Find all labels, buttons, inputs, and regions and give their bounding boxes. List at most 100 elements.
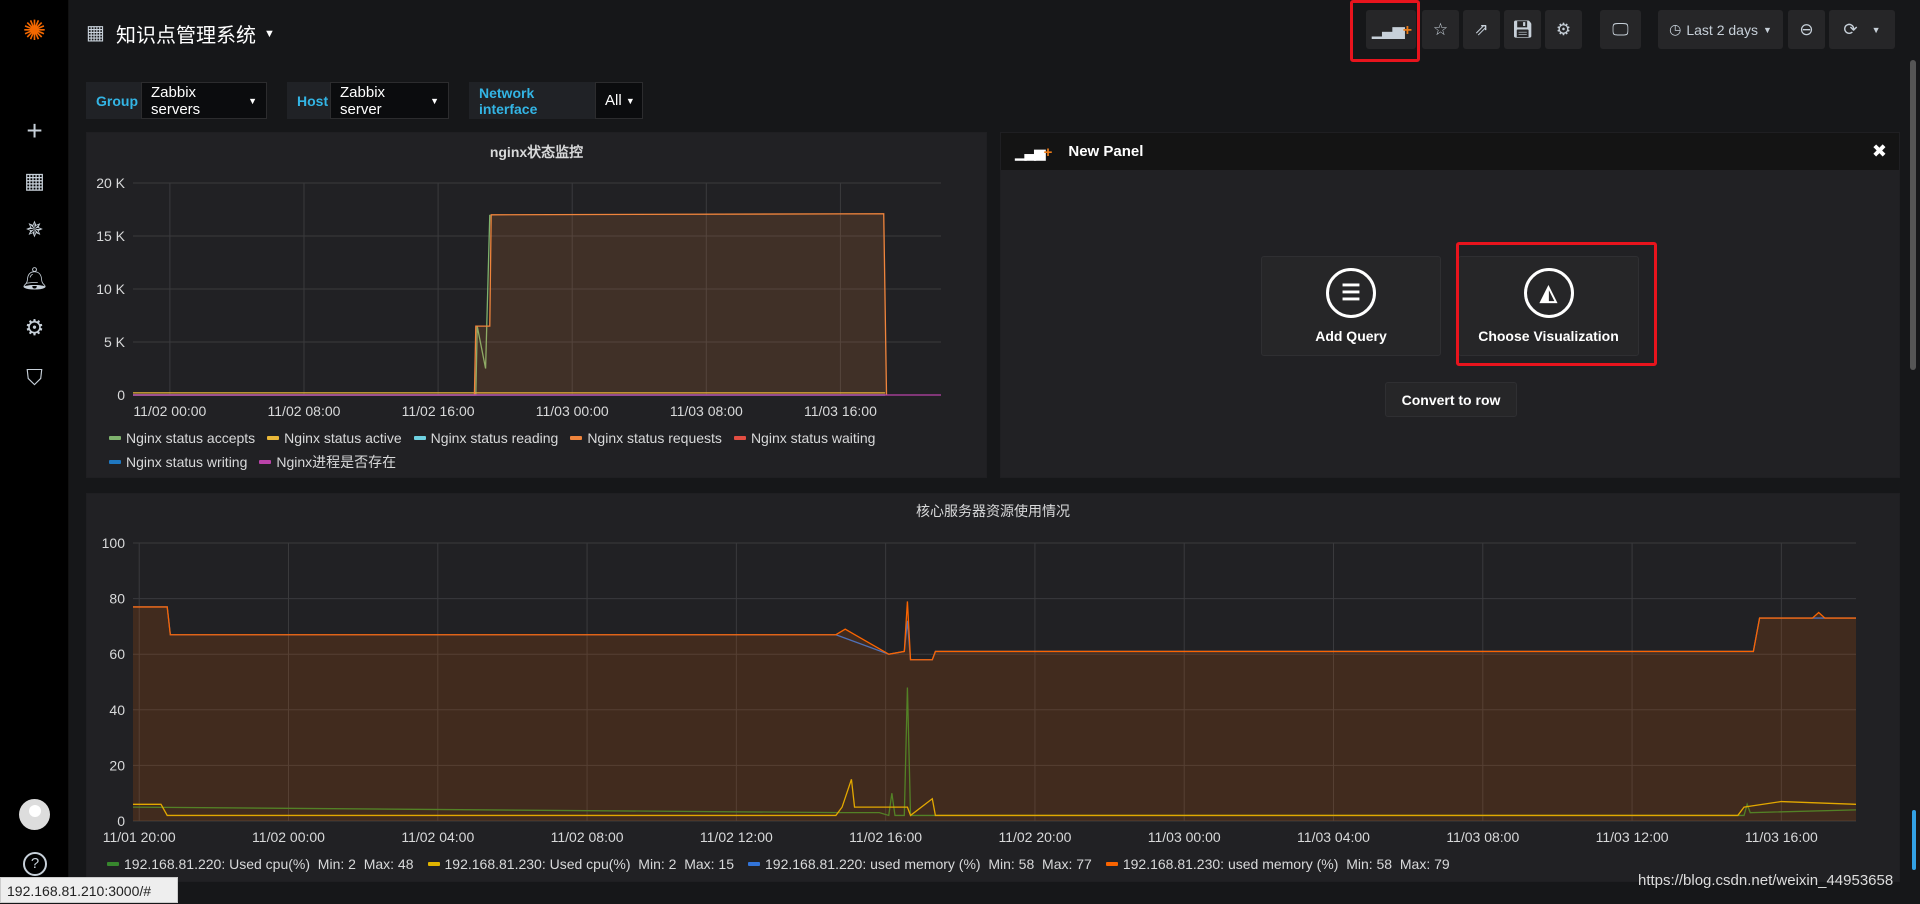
y-tick-label: 20 K	[96, 175, 125, 191]
legend-item[interactable]: 192.168.81.220: Used cpu(%) Min: 2 Max: …	[107, 856, 414, 872]
sidebar: ✺ + ▦ ✵ 🔔︎ ⚙ ⛉ ?	[0, 0, 69, 903]
series-fill	[133, 213, 887, 395]
y-tick-label: 100	[102, 535, 126, 551]
variable-value: Zabbix servers	[151, 83, 201, 118]
x-tick-label: 11/03 16:00	[804, 403, 877, 419]
monitor-icon: 🖵	[1612, 19, 1629, 39]
y-tick-label: 0	[117, 387, 125, 403]
add-panel-button[interactable]: ▁▃▅+	[1366, 10, 1416, 49]
gear-icon[interactable]: ⚙	[24, 315, 45, 340]
x-tick-label: 11/02 00:00	[252, 829, 325, 845]
variable-label-host: Host	[287, 82, 330, 119]
dashboard-title[interactable]: 知识点管理系统 ▼	[116, 19, 275, 48]
close-icon[interactable]: ✖	[1871, 141, 1887, 161]
convert-to-row-button[interactable]: Convert to row	[1385, 382, 1517, 417]
highlight-box	[1456, 242, 1657, 366]
bell-icon[interactable]: 🔔︎	[20, 266, 49, 291]
series-fill	[133, 601, 1856, 821]
legend-swatch	[748, 862, 760, 866]
refresh-button[interactable]: ⟳ ▼	[1829, 10, 1895, 49]
time-picker[interactable]: ◷ Last 2 days ▼	[1658, 10, 1783, 49]
y-tick-label: 5 K	[104, 334, 126, 350]
panel-title[interactable]: nginx状态监控	[489, 144, 584, 160]
legend-item[interactable]: Nginx status active	[267, 430, 402, 446]
variable-select-network-interface[interactable]: All ▼	[595, 82, 643, 119]
legend-swatch	[107, 862, 119, 866]
caret-down-icon: ▼	[625, 95, 635, 106]
x-tick-label: 11/03 00:00	[1148, 829, 1221, 845]
y-tick-label: 15 K	[96, 228, 125, 244]
zoom-out-button[interactable]: ⊖	[1788, 10, 1825, 49]
settings-button[interactable]: ⚙	[1545, 10, 1582, 49]
save-icon: 💾︎	[1511, 19, 1534, 39]
legend-swatch	[570, 436, 583, 440]
watermark: https://blog.csdn.net/weixin_44953658	[1638, 872, 1894, 889]
server-resources-panel: 核心服务器资源使用情况 0 20 40 60 80 100 11/01 20:00 11/02…	[86, 493, 1900, 882]
legend-item[interactable]: Nginx status writing	[109, 452, 247, 472]
legend-swatch	[427, 862, 440, 866]
series-line	[133, 214, 491, 396]
x-tick-label: 11/02 16:00	[849, 829, 922, 845]
explore-compass-icon[interactable]: ✵	[25, 217, 44, 242]
add-query-button[interactable]: ☰ Add Query	[1261, 256, 1441, 356]
legend-label: 192.168.81.220: used memory (%) Min: 58 …	[765, 856, 1092, 872]
legend-swatch	[267, 436, 280, 440]
variable-select-group[interactable]: Zabbix servers ▼	[141, 82, 267, 119]
tv-mode-button[interactable]: 🖵	[1600, 10, 1641, 49]
share-icon: ⇗	[1474, 19, 1489, 39]
y-tick-label: 40	[109, 702, 125, 718]
legend-label: Nginx status requests	[587, 430, 722, 446]
grafana-logo-icon[interactable]: ✺	[22, 15, 47, 46]
x-tick-label: 11/03 04:00	[1297, 829, 1370, 845]
variable-value: All	[605, 92, 622, 109]
legend-swatch	[733, 436, 746, 440]
legend-item[interactable]: 192.168.81.220: used memory (%) Min: 58 …	[748, 856, 1092, 872]
x-tick-label: 11/02 12:00	[700, 829, 773, 845]
convert-to-row-label: Convert to row	[1401, 391, 1501, 408]
caret-down-icon: ▼	[1871, 24, 1881, 35]
legend-swatch	[109, 460, 121, 464]
chart-legend: 192.168.81.220: Used cpu(%) Min: 2 Max: …	[107, 856, 1887, 872]
scrollbar-bottom[interactable]	[1912, 810, 1916, 870]
choose-visualization-button[interactable]: ◭ Choose Visualization	[1458, 256, 1639, 356]
legend-label: Nginx status reading	[430, 430, 559, 446]
shield-icon[interactable]: ⛉	[26, 365, 43, 390]
x-tick-label: 11/02 08:00	[551, 829, 624, 845]
legend-item[interactable]: Nginx进程是否存在	[259, 452, 396, 472]
save-button[interactable]: 💾︎	[1504, 10, 1541, 49]
y-tick-label: 60	[109, 646, 125, 662]
share-button[interactable]: ⇗	[1463, 10, 1500, 49]
server-resources-chart: 0 20 40 60 80 100 11/01 20:00 11/02 00:00 11/02 …	[102, 535, 1857, 845]
choose-visualization-label: Choose Visualization	[1478, 328, 1619, 344]
series-line	[133, 779, 1857, 817]
star-button[interactable]: ☆	[1422, 10, 1459, 49]
x-tick-label: 11/02 04:00	[401, 829, 474, 845]
dashboards-icon[interactable]: ▦	[24, 168, 45, 193]
x-tick-label: 11/02 20:00	[998, 829, 1071, 845]
legend-item[interactable]: Nginx status reading	[413, 430, 559, 446]
x-tick-label: 11/02 00:00	[133, 403, 206, 419]
legend-label: 192.168.81.230: used memory (%) Min: 58 …	[1122, 856, 1450, 872]
clock-icon: ◷	[1669, 21, 1682, 37]
series-line	[132, 687, 1857, 817]
variable-select-host[interactable]: Zabbix server ▼	[330, 82, 449, 119]
scrollbar[interactable]	[1910, 60, 1916, 370]
bar-chart-plus-icon: ▁▃▅+	[1015, 143, 1052, 161]
legend-swatch	[413, 436, 426, 440]
legend-item[interactable]: Nginx status accepts	[109, 430, 255, 446]
legend-item[interactable]: 192.168.81.230: Used cpu(%) Min: 2 Max: …	[427, 856, 734, 872]
x-tick-label: 11/01 20:00	[103, 829, 176, 845]
nginx-panel: nginx状态监控 0 5 K 10 K 15 K 20 K 11/02 00:00 11/…	[86, 132, 987, 478]
help-icon[interactable]: ?	[23, 852, 47, 876]
legend-label: Nginx status writing	[126, 454, 248, 470]
legend-item[interactable]: Nginx status waiting	[733, 430, 875, 446]
database-icon: ☰	[1326, 268, 1376, 318]
panel-title[interactable]: 核心服务器资源使用情况	[916, 503, 1070, 519]
dashboard-title-text: 知识点管理系统	[116, 25, 256, 47]
legend-item[interactable]: Nginx status requests	[570, 430, 722, 446]
variable-label-group: Group	[86, 82, 141, 119]
avatar[interactable]	[19, 799, 50, 830]
legend-swatch	[1105, 862, 1118, 866]
legend-item[interactable]: 192.168.81.230: used memory (%) Min: 58 …	[1105, 856, 1450, 872]
plus-icon[interactable]: +	[26, 115, 43, 146]
